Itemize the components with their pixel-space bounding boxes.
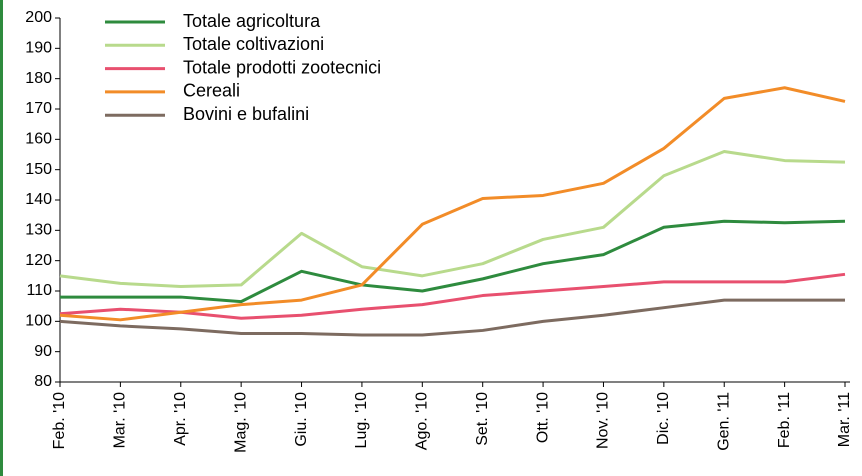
x-tick-label: Ott. '10 bbox=[534, 392, 551, 443]
x-tick-label: Nov. '10 bbox=[595, 392, 612, 449]
series-line bbox=[59, 86, 846, 322]
y-tick-label: 200 bbox=[25, 9, 52, 26]
x-tick-label: Set. '10 bbox=[474, 392, 491, 446]
y-tick-label: 190 bbox=[25, 40, 52, 57]
x-tick-label: Mar. '11 bbox=[836, 392, 853, 447]
x-tick-label: Gen. '11 bbox=[715, 392, 732, 451]
legend-label: Totale prodotti zootecnici bbox=[183, 57, 381, 77]
x-tick-label: Ago. '10 bbox=[414, 392, 431, 450]
y-tick-label: 170 bbox=[25, 100, 52, 117]
side-bar bbox=[0, 0, 3, 476]
y-tick-label: 110 bbox=[26, 282, 52, 299]
y-tick-label: 130 bbox=[25, 222, 52, 239]
y-tick-label: 160 bbox=[25, 131, 52, 148]
series-line bbox=[59, 149, 846, 288]
legend-label: Totale agricoltura bbox=[183, 11, 321, 31]
legend-label: Totale coltivazioni bbox=[183, 34, 324, 54]
y-tick-label: 90 bbox=[34, 343, 52, 360]
y-tick-label: 120 bbox=[25, 252, 52, 269]
y-tick-label: 150 bbox=[25, 161, 52, 178]
series-line bbox=[59, 272, 846, 320]
y-tick-label: 100 bbox=[25, 313, 52, 330]
x-tick-label: Mag. '10 bbox=[232, 392, 249, 453]
x-tick-label: Feb. '11 bbox=[776, 392, 793, 448]
legend-label: Cereali bbox=[183, 81, 240, 101]
x-tick-label: Feb. '10 bbox=[51, 392, 68, 449]
series-line bbox=[59, 298, 845, 337]
x-tick-label: Mar. '10 bbox=[112, 392, 129, 449]
y-tick-label: 80 bbox=[34, 373, 52, 390]
y-tick-label: 140 bbox=[25, 191, 52, 208]
x-tick-label: Giu. '10 bbox=[293, 392, 310, 447]
legend-label: Bovini e bufalini bbox=[183, 104, 309, 124]
x-tick-label: Lug. '10 bbox=[353, 392, 370, 449]
x-tick-label: Apr. '10 bbox=[172, 392, 189, 446]
series-line bbox=[60, 219, 846, 304]
y-tick-label: 180 bbox=[25, 70, 52, 87]
x-tick-label: Dic. '10 bbox=[655, 392, 672, 445]
